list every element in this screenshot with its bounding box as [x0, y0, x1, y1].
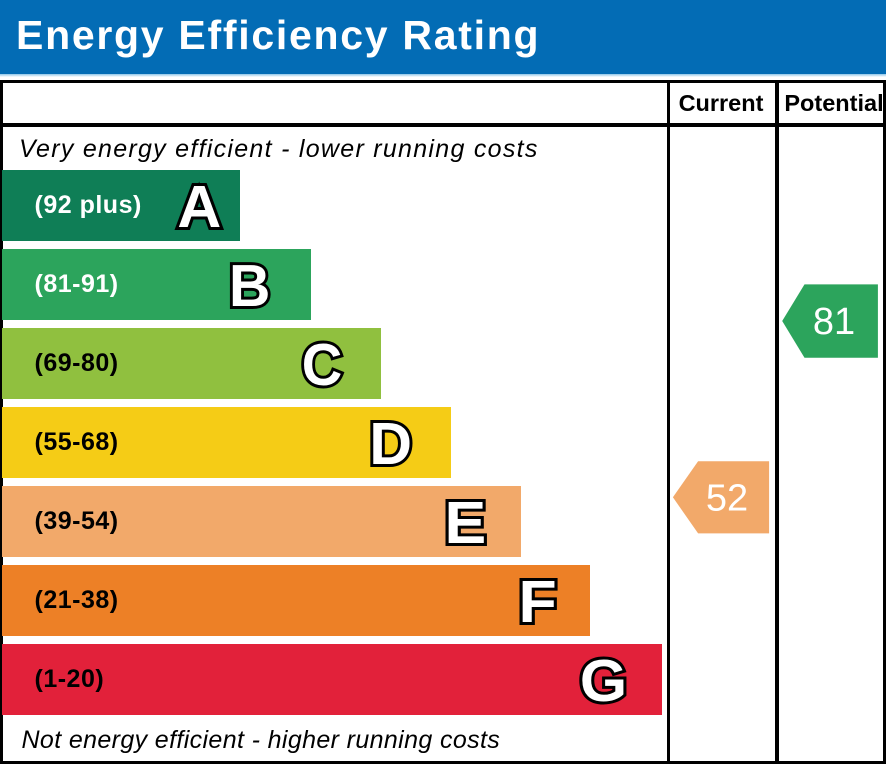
- svg-text:E: E: [444, 489, 486, 555]
- svg-text:D: D: [369, 411, 412, 477]
- svg-text:B: B: [229, 253, 270, 319]
- svg-text:G: G: [580, 648, 627, 714]
- svg-text:C: C: [302, 333, 342, 399]
- svg-text:52: 52: [706, 478, 748, 520]
- svg-text:F: F: [518, 568, 556, 634]
- svg-text:81: 81: [813, 301, 855, 343]
- svg-text:A: A: [177, 174, 221, 240]
